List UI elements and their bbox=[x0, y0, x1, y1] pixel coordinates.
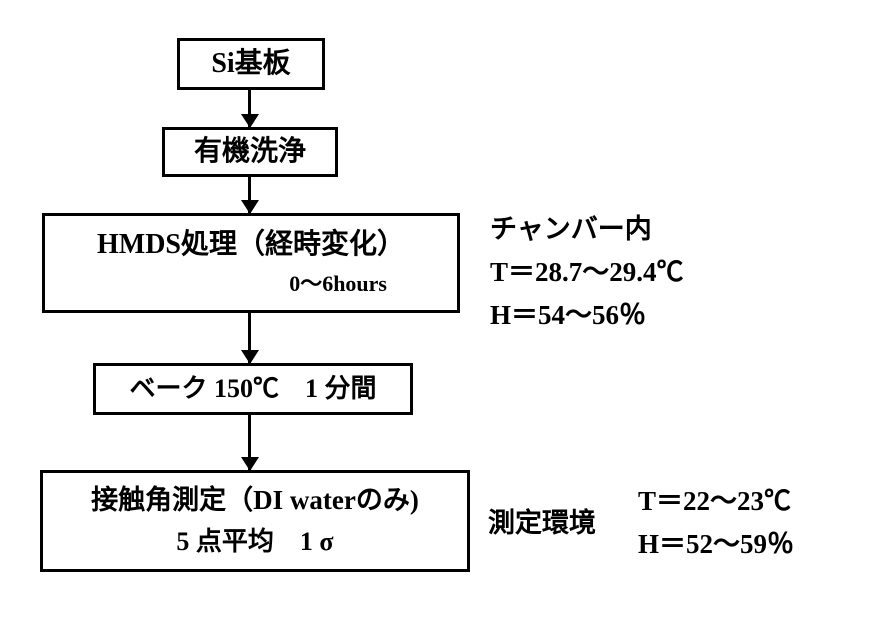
annotation-chamber: チャンバー内 T＝28.7～29.4℃ H＝54～56％ bbox=[490, 208, 684, 338]
node-label: Si基板 bbox=[211, 47, 290, 81]
node-sublabel: 0～6hours bbox=[289, 266, 447, 298]
flow-arrow bbox=[248, 177, 251, 213]
flow-node-contact-angle: 接触角測定（DI waterのみ) 5 点平均 1 σ bbox=[40, 470, 470, 572]
node-label: ベーク 150℃ 1 分間 bbox=[129, 373, 376, 404]
annotation-measure-env-label: 測定環境 bbox=[488, 502, 596, 545]
flow-arrow bbox=[248, 90, 251, 127]
node-label: 有機洗浄 bbox=[194, 135, 306, 169]
annotation-line: 測定環境 bbox=[488, 502, 596, 545]
annotation-line: T＝22～23℃ bbox=[638, 480, 794, 523]
annotation-line: T＝28.7～29.4℃ bbox=[490, 251, 684, 294]
flow-arrow bbox=[248, 415, 251, 470]
annotation-line: チャンバー内 bbox=[490, 208, 684, 251]
flow-node-bake: ベーク 150℃ 1 分間 bbox=[93, 363, 413, 415]
annotation-measure-env-values: T＝22～23℃ H＝52～59％ bbox=[638, 480, 794, 566]
annotation-line: H＝54～56％ bbox=[490, 294, 684, 337]
flow-node-si-substrate: Si基板 bbox=[177, 38, 325, 90]
node-label: HMDS処理（経時変化） bbox=[97, 228, 405, 262]
node-sublabel: 5 点平均 1 σ bbox=[176, 521, 333, 558]
flow-node-hmds: HMDS処理（経時変化） 0～6hours bbox=[42, 213, 460, 313]
flow-node-organic-clean: 有機洗浄 bbox=[162, 127, 338, 177]
node-label: 接触角測定（DI waterのみ) bbox=[91, 484, 419, 516]
annotation-line: H＝52～59％ bbox=[638, 523, 794, 566]
flow-arrow bbox=[248, 313, 251, 363]
